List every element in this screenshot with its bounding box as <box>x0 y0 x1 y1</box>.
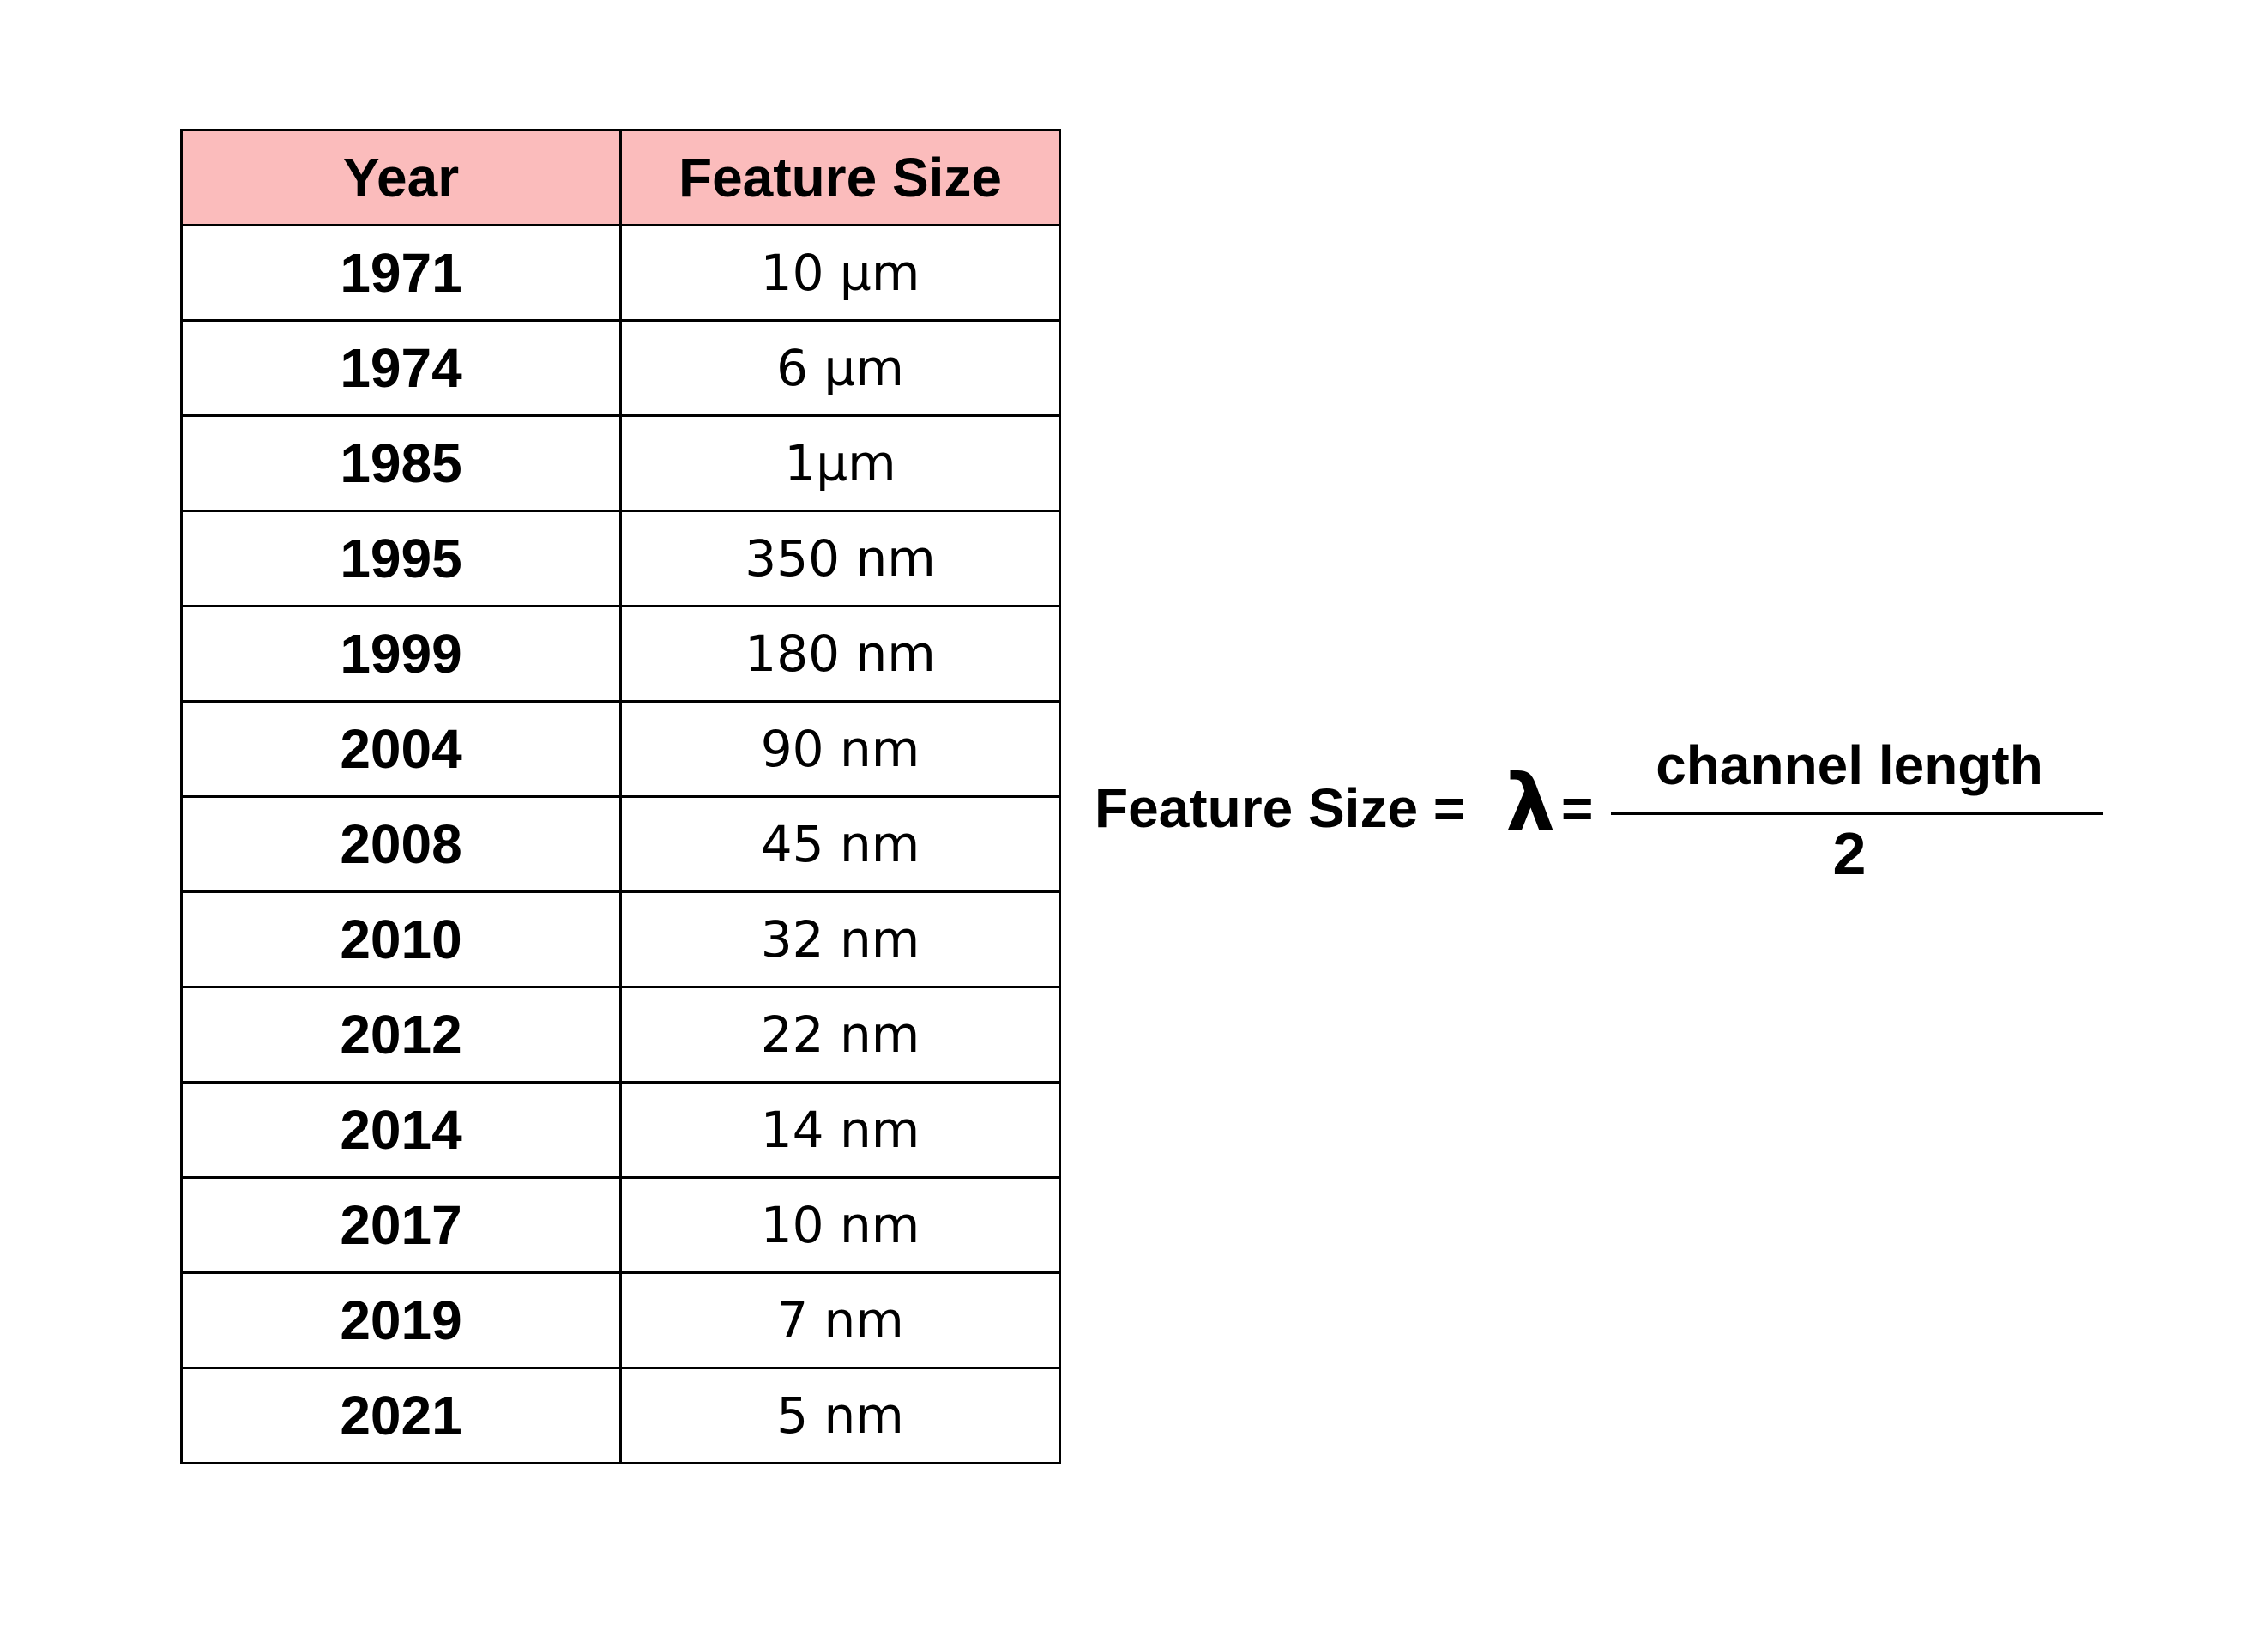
table-row: 1995 350 nm <box>180 510 1061 607</box>
year-cell: 2004 <box>180 700 622 798</box>
table-row: 1974 6 µm <box>180 319 1061 417</box>
table-row: 2008 45 nm <box>180 795 1061 893</box>
year-cell: 2012 <box>180 986 622 1084</box>
formula-numerator: channel length <box>1656 734 2043 796</box>
feature-size-cell: 90 nm <box>619 700 1061 798</box>
feature-size-cell: 10 µm <box>619 224 1061 322</box>
year-cell: 2017 <box>180 1176 622 1274</box>
table-header-row: Year Feature Size <box>180 129 1061 226</box>
feature-size-cell: 7 nm <box>619 1271 1061 1369</box>
feature-size-cell: 10 nm <box>619 1176 1061 1274</box>
feature-size-column-header: Feature Size <box>619 129 1061 226</box>
feature-size-cell: 45 nm <box>619 795 1061 893</box>
year-column-header: Year <box>180 129 622 226</box>
year-cell: 2021 <box>180 1367 622 1464</box>
table-row: 1999 180 nm <box>180 605 1061 703</box>
feature-size-cell: 180 nm <box>619 605 1061 703</box>
feature-size-cell: 22 nm <box>619 986 1061 1084</box>
feature-size-table: Year Feature Size 1971 10 µm 1974 6 µm 1… <box>180 129 1061 1464</box>
table-row: 2021 5 nm <box>180 1367 1061 1464</box>
table-row: 1971 10 µm <box>180 224 1061 322</box>
table-row: 2014 14 nm <box>180 1081 1061 1179</box>
feature-size-cell: 350 nm <box>619 510 1061 607</box>
year-cell: 2008 <box>180 795 622 893</box>
feature-size-cell: 6 µm <box>619 319 1061 417</box>
table-row: 1985 1µm <box>180 414 1061 512</box>
year-cell: 2010 <box>180 890 622 988</box>
formula-equals: = <box>1561 777 1594 839</box>
table-row: 2017 10 nm <box>180 1176 1061 1274</box>
year-cell: 1995 <box>180 510 622 607</box>
table-row: 2012 22 nm <box>180 986 1061 1084</box>
year-cell: 2019 <box>180 1271 622 1369</box>
feature-size-formula: Feature Size = λ = channel length 2 <box>1095 734 2124 905</box>
year-cell: 1985 <box>180 414 622 512</box>
lambda-symbol: λ <box>1505 758 1556 849</box>
table-row: 2010 32 nm <box>180 890 1061 988</box>
formula-denominator: 2 <box>1832 820 1867 887</box>
year-cell: 1974 <box>180 319 622 417</box>
feature-size-cell: 32 nm <box>619 890 1061 988</box>
table-row: 2004 90 nm <box>180 700 1061 798</box>
feature-size-cell: 14 nm <box>619 1081 1061 1179</box>
formula-lhs: Feature Size = <box>1095 777 1466 839</box>
year-cell: 1999 <box>180 605 622 703</box>
feature-size-cell: 1µm <box>619 414 1061 512</box>
fraction-bar <box>1611 812 2103 815</box>
year-cell: 2014 <box>180 1081 622 1179</box>
feature-size-cell: 5 nm <box>619 1367 1061 1464</box>
year-cell: 1971 <box>180 224 622 322</box>
table-row: 2019 7 nm <box>180 1271 1061 1369</box>
